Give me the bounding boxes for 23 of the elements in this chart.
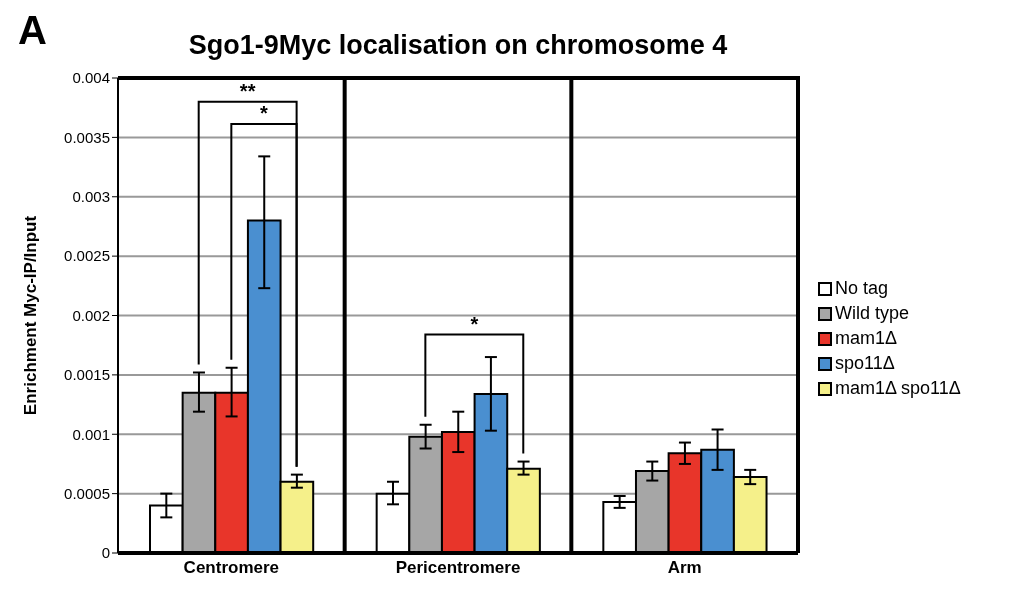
y-tick-label: 0.0015 <box>64 366 110 384</box>
y-tick-label: 0.0005 <box>64 484 110 502</box>
legend-label: No tag <box>835 278 889 299</box>
legend-label: mam1Δ <box>835 328 898 349</box>
x-tick-label: Centromere <box>183 558 280 578</box>
chart-title: Sgo1-9Myc localisation on chromosome 4 <box>187 30 729 61</box>
legend-label: Wild type <box>835 303 910 324</box>
y-tick-label: 0.002 <box>72 306 110 324</box>
legend-label: spo11Δ <box>835 353 895 374</box>
annotation: * <box>260 102 269 125</box>
annotation: ** <box>239 79 256 102</box>
y-tick-label: 0.004 <box>72 69 110 87</box>
legend-label: mam1Δ spo11Δ <box>835 378 961 399</box>
y-tick-label: 0.0025 <box>64 247 110 265</box>
x-tick-label: Arm <box>667 558 702 578</box>
y-tick-label: 0 <box>101 544 110 562</box>
x-tick-label: Pericentromere <box>395 558 521 578</box>
text: A <box>18 8 47 53</box>
y-tick-label: 0.001 <box>72 425 110 443</box>
y-tick-label: 0.0035 <box>64 128 110 146</box>
annotation: * <box>470 312 479 335</box>
y-axis-title: Enrichment Myc-IP/Input <box>21 215 41 416</box>
y-tick-label: 0.003 <box>72 188 110 206</box>
